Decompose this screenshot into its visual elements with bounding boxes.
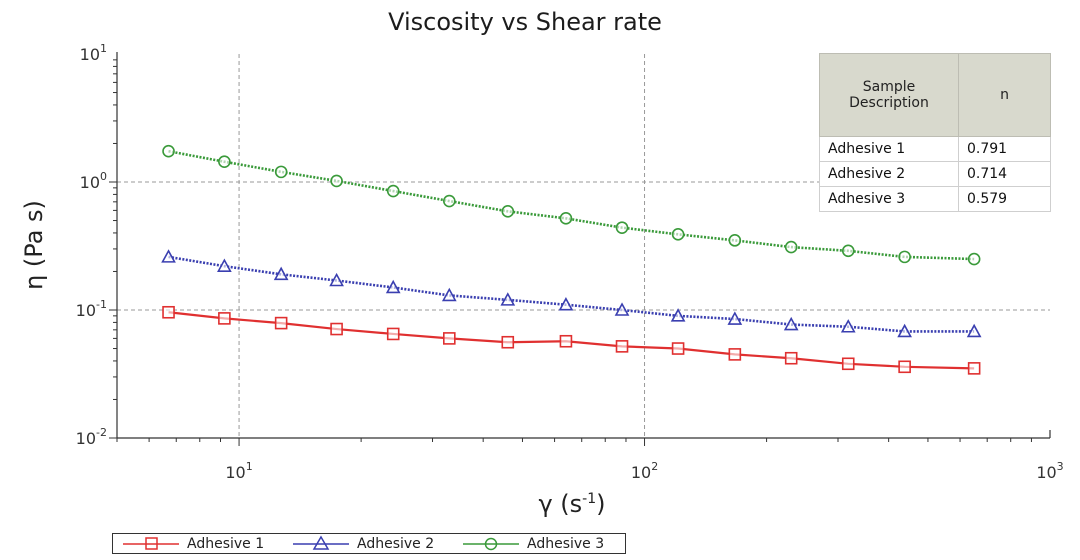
data-point	[898, 360, 911, 374]
data-point	[386, 184, 400, 198]
data-point	[443, 194, 456, 208]
data-point	[218, 155, 231, 169]
y-tick-label: 10-1	[76, 298, 107, 320]
table-cell-sample: Adhesive 3	[819, 186, 959, 212]
data-point	[273, 266, 289, 281]
data-point	[784, 240, 798, 254]
data-point	[784, 351, 798, 365]
data-point	[967, 252, 981, 266]
data-point	[614, 302, 630, 316]
data-point	[966, 323, 982, 338]
y-tick-label: 101	[80, 42, 107, 64]
table-cell-sample: Adhesive 1	[819, 136, 959, 162]
data-point	[501, 205, 515, 218]
data-point	[558, 297, 574, 311]
data-point	[161, 249, 176, 263]
table-row: Adhesive 2 0.714	[819, 161, 1051, 187]
data-point	[897, 323, 912, 338]
exponent-table: Sample Description n Adhesive 1 0.791 Ad…	[819, 53, 1051, 212]
y-tick-label: 100	[80, 170, 107, 192]
legend-marker-circle-icon	[463, 537, 519, 551]
data-point	[329, 272, 344, 287]
data-point	[728, 348, 742, 361]
data-point	[841, 244, 855, 258]
data-point	[840, 319, 856, 333]
data-point	[386, 327, 400, 341]
legend-item: Adhesive 2	[291, 534, 434, 553]
data-point	[559, 212, 573, 225]
data-point	[898, 250, 911, 264]
table-cell-sample: Adhesive 2	[819, 161, 959, 187]
legend-marker-square-icon	[123, 537, 179, 550]
y-tick-label: 10-2	[76, 426, 107, 448]
legend-label: Adhesive 1	[187, 535, 265, 552]
data-point	[218, 312, 231, 325]
table-cell-n: 0.714	[958, 161, 1051, 187]
data-point	[162, 144, 175, 158]
data-point	[385, 279, 401, 294]
x-tick-label: 102	[631, 460, 658, 482]
data-point	[217, 258, 232, 272]
legend-item: Adhesive 3	[461, 534, 604, 553]
data-point	[443, 332, 456, 345]
data-point	[841, 357, 855, 371]
data-point	[330, 322, 343, 336]
data-point	[728, 234, 742, 247]
data-point	[671, 228, 685, 241]
x-axis-title: γ (s-1)	[538, 490, 605, 518]
x-tick-label: 103	[1036, 460, 1063, 482]
data-point	[274, 316, 288, 330]
series-adhesive-1	[162, 305, 981, 375]
axes	[109, 52, 1051, 446]
data-point	[615, 221, 629, 234]
series-adhesive-2	[161, 249, 982, 338]
legend-marker-triangle-icon	[293, 535, 349, 550]
legend-label: Adhesive 3	[527, 535, 605, 552]
data-point	[671, 342, 685, 355]
data-point	[670, 308, 686, 322]
chart-title: Viscosity vs Shear rate	[388, 8, 662, 36]
data-point	[330, 174, 343, 188]
series-adhesive-3	[162, 144, 981, 266]
y-axis-title: η (Pa s)	[20, 200, 48, 290]
data-point	[615, 340, 629, 353]
data-point	[727, 311, 743, 325]
data-point	[783, 316, 799, 331]
table-header-n: n	[958, 53, 1051, 137]
legend-item: Adhesive 1	[121, 534, 264, 553]
tick-labels: 101 100 10-1 10-2 101 102 103	[76, 42, 1064, 482]
data-point	[500, 292, 516, 306]
data-point	[501, 335, 515, 349]
data-point	[967, 362, 981, 375]
legend: Adhesive 1 Adhesive 2 Adhesive 3	[112, 533, 626, 554]
x-tick-label: 101	[225, 460, 252, 482]
table-header-sample: Sample Description	[819, 53, 959, 137]
series-layer	[161, 144, 982, 375]
data-point	[274, 165, 288, 179]
table-cell-n: 0.791	[958, 136, 1051, 162]
legend-label: Adhesive 2	[357, 535, 435, 552]
data-point	[559, 334, 573, 348]
table-cell-n: 0.579	[958, 186, 1051, 212]
table-row: Adhesive 3 0.579	[819, 186, 1051, 212]
series-line	[168, 255, 975, 333]
data-point	[162, 305, 175, 319]
data-point	[441, 287, 457, 302]
table-row: Adhesive 1 0.791	[819, 136, 1051, 162]
